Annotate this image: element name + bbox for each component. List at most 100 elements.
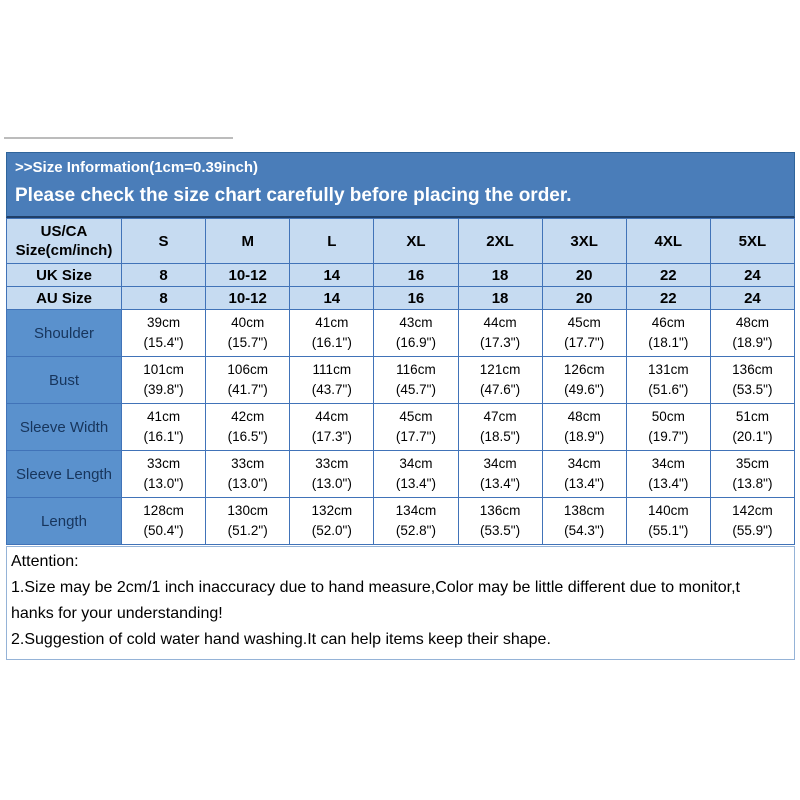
measurement-value-cell: 101cm (39.8") (120, 356, 207, 404)
size-value-cell: 22 (625, 286, 711, 310)
size-value-cell: 18 (457, 286, 543, 310)
measurement-value-cell: 140cm (55.1") (625, 497, 711, 545)
measurement-cm: 45cm (399, 409, 433, 424)
measurement-value-cell: 34cm (13.4") (373, 450, 459, 498)
size-chart-warning: Please check the size chart carefully be… (15, 185, 572, 206)
measurement-value-cell: 138cm (54.3") (541, 497, 627, 545)
measurement-inch: (15.4") (143, 335, 184, 350)
size-row-label: UK Size (6, 263, 122, 287)
size-conversion-row: UK Size 8 10-12 14 16 18 20 22 24 (6, 263, 796, 287)
measurement-cm: 138cm (563, 503, 605, 518)
measurement-inch: (18.5") (480, 429, 521, 444)
measurement-inch: (45.7") (395, 382, 436, 397)
measurement-cm: 142cm (732, 503, 773, 518)
size-value-cell: 10-12 (205, 286, 291, 310)
measurement-value-cell: 131cm (51.6") (625, 356, 711, 404)
measurement-value-cell: 132cm (52.0") (289, 497, 375, 545)
measurement-cm: 44cm (315, 409, 349, 424)
corner-header-cell: US/CA Size(cm/inch) (6, 218, 122, 264)
measurement-cm: 106cm (227, 362, 268, 377)
measurement-cm: 130cm (227, 503, 268, 518)
cropped-content-divider (4, 137, 233, 139)
size-value-cell: 10-12 (205, 263, 291, 287)
measurement-inch: (16.1") (143, 429, 184, 444)
measurement-inch: (53.5") (480, 523, 521, 538)
measurement-row: Length 128cm (50.4") 130cm (51.2") 132cm (52.0… (6, 497, 796, 545)
measurement-cm: 43cm (399, 315, 433, 330)
measurement-inch: (15.7") (227, 335, 268, 350)
measurement-inch: (13.4") (648, 476, 689, 491)
size-header-row: US/CA Size(cm/inch) S M L XL 2XL 3XL 4XL 5XL (6, 218, 796, 264)
size-value-cell: 20 (541, 286, 627, 310)
measurement-row: Sleeve Width 41cm (16.1") 42cm (16.5") 44cm (1… (6, 403, 796, 451)
measurement-value-cell: 106cm (41.7") (205, 356, 291, 404)
size-column-header: M (205, 218, 291, 264)
attention-title: Attention: (11, 553, 79, 570)
measurement-inch: (13.4") (480, 476, 521, 491)
measurement-row: Shoulder 39cm (15.4") 40cm (15.7") 41cm (16.1"… (6, 309, 796, 357)
size-value-cell: 18 (457, 263, 543, 287)
measurement-value-cell: 33cm (13.0") (205, 450, 291, 498)
size-info-title: >>Size Information(1cm=0.39inch) (15, 159, 258, 176)
measurement-inch: (17.7") (564, 335, 605, 350)
measurement-cm: 116cm (396, 362, 436, 377)
measurement-inch: (55.9") (732, 523, 773, 538)
measurement-cm: 33cm (315, 456, 349, 471)
measurement-value-cell: 46cm (18.1") (625, 309, 711, 357)
measurement-cm: 45cm (567, 315, 601, 330)
size-value-cell: 16 (373, 263, 459, 287)
measurement-cm: 101cm (143, 362, 184, 377)
measurement-cm: 134cm (395, 503, 437, 518)
size-column-header: XL (373, 218, 459, 264)
measurement-inch: (18.1") (648, 335, 689, 350)
measurement-cm: 132cm (311, 503, 353, 518)
measurement-value-cell: 45cm (17.7") (541, 309, 627, 357)
measurement-inch: (16.1") (311, 335, 352, 350)
measurement-inch: (17.3") (480, 335, 521, 350)
measurement-cm: 40cm (231, 315, 265, 330)
size-column-header: 5XL (709, 218, 796, 264)
measurement-value-cell: 134cm (52.8") (373, 497, 459, 545)
measurement-cm: 121cm (479, 362, 521, 377)
measurement-inch: (16.9") (395, 335, 436, 350)
measurement-inch: (13.8") (732, 476, 773, 491)
measurement-inch: (51.6") (648, 382, 689, 397)
size-column-header: 3XL (541, 218, 627, 264)
measurement-value-cell: 45cm (17.7") (373, 403, 459, 451)
measurement-value-cell: 136cm (53.5") (457, 497, 543, 545)
measurement-inch: (13.0") (227, 476, 268, 491)
attention-line: 1.Size may be 2cm/1 inch inaccuracy due … (11, 579, 740, 596)
size-value-cell: 8 (120, 263, 207, 287)
measurement-inch: (39.8") (143, 382, 184, 397)
measurement-inch: (17.7") (395, 429, 436, 444)
measurement-cm: 41cm (147, 409, 181, 424)
measurement-value-cell: 42cm (16.5") (205, 403, 291, 451)
measurement-cm: 33cm (147, 456, 181, 471)
measurement-value-cell: 136cm (53.5") (709, 356, 796, 404)
size-column-header: S (120, 218, 207, 264)
size-column-header: 4XL (625, 218, 711, 264)
measurement-inch: (20.1") (732, 429, 773, 444)
measurement-value-cell: 128cm (50.4") (120, 497, 207, 545)
measurement-cm: 35cm (735, 456, 769, 471)
measurement-cm: 48cm (735, 315, 769, 330)
measurement-value-cell: 34cm (13.4") (625, 450, 711, 498)
measurement-inch: (52.8") (395, 523, 436, 538)
measurement-cm: 34cm (651, 456, 685, 471)
measurement-inch: (41.7") (227, 382, 268, 397)
measurement-cm: 46cm (651, 315, 685, 330)
measurement-cm: 136cm (479, 503, 521, 518)
measurement-cm: 140cm (648, 503, 689, 518)
measurement-cm: 47cm (483, 409, 517, 424)
size-value-cell: 16 (373, 286, 459, 310)
size-value-cell: 14 (289, 286, 375, 310)
measurement-cm: 126cm (563, 362, 605, 377)
measurement-value-cell: 51cm (20.1") (709, 403, 796, 451)
measurement-value-cell: 33cm (13.0") (120, 450, 207, 498)
size-info-banner: >>Size Information(1cm=0.39inch) Please … (6, 152, 795, 218)
measurement-cm: 34cm (567, 456, 601, 471)
measurement-cm: 128cm (143, 503, 184, 518)
measurement-value-cell: 34cm (13.4") (541, 450, 627, 498)
attention-line: hanks for your understanding! (11, 605, 223, 622)
measurement-cm: 51cm (735, 409, 769, 424)
